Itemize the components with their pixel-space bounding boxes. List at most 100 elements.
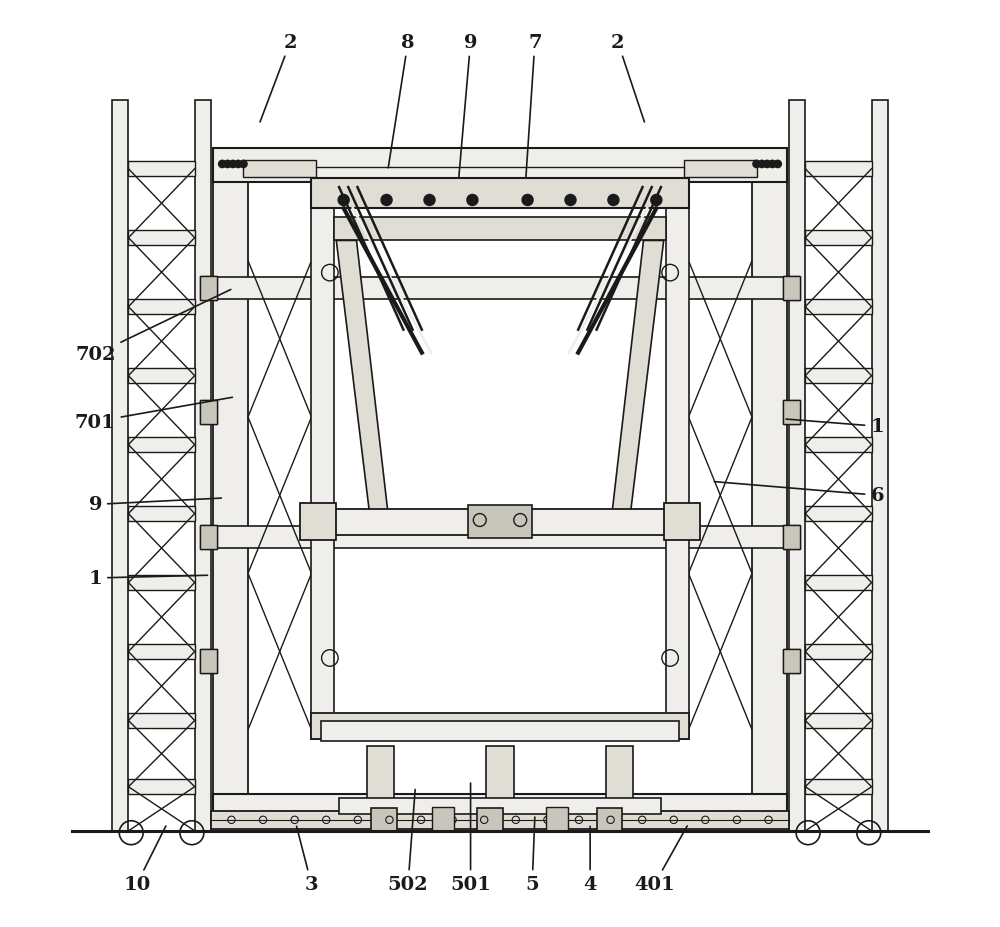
Bar — [606, 746, 633, 802]
Text: 10: 10 — [123, 826, 166, 894]
Text: 3: 3 — [297, 826, 318, 894]
Bar — [597, 808, 622, 831]
Text: 1: 1 — [786, 418, 884, 436]
Circle shape — [522, 196, 533, 207]
Bar — [371, 808, 397, 831]
Bar — [209, 527, 215, 546]
Text: 2: 2 — [611, 33, 644, 122]
Bar — [200, 525, 217, 549]
Bar — [200, 525, 217, 549]
Bar — [783, 277, 800, 301]
Circle shape — [424, 196, 435, 207]
Circle shape — [234, 161, 242, 169]
Text: 502: 502 — [388, 790, 428, 894]
Bar — [128, 438, 195, 452]
Bar — [209, 652, 215, 670]
Text: 7: 7 — [526, 33, 542, 178]
Bar — [311, 714, 689, 739]
Bar — [805, 300, 872, 314]
Bar — [805, 369, 872, 384]
Text: 5: 5 — [525, 818, 539, 894]
Bar — [752, 153, 787, 823]
Text: 702: 702 — [75, 290, 231, 364]
Bar — [477, 808, 503, 831]
Bar — [334, 510, 666, 535]
Bar — [243, 161, 316, 178]
Circle shape — [763, 161, 771, 169]
Bar — [339, 798, 661, 815]
Circle shape — [774, 161, 781, 169]
Polygon shape — [336, 241, 390, 527]
Text: 9: 9 — [89, 496, 221, 514]
Bar — [684, 161, 757, 178]
Bar — [200, 277, 217, 301]
Bar — [805, 162, 872, 177]
Bar — [783, 525, 800, 549]
Bar — [805, 644, 872, 659]
Bar — [200, 649, 217, 673]
Bar — [128, 714, 195, 728]
Text: 501: 501 — [450, 783, 491, 894]
Bar — [195, 101, 211, 831]
Bar — [783, 649, 800, 673]
Bar — [200, 649, 217, 673]
Text: 6: 6 — [714, 482, 884, 504]
Bar — [805, 438, 872, 452]
Bar — [785, 652, 791, 670]
Bar — [783, 525, 800, 549]
Bar — [872, 101, 888, 831]
Text: 2: 2 — [260, 33, 297, 123]
Circle shape — [608, 196, 619, 207]
Bar — [334, 218, 666, 241]
Bar — [789, 101, 805, 831]
Bar — [783, 649, 800, 673]
Bar — [128, 231, 195, 246]
Circle shape — [219, 161, 226, 169]
Bar — [783, 277, 800, 301]
Bar — [783, 401, 800, 425]
Bar — [128, 507, 195, 521]
Bar — [128, 576, 195, 590]
Text: 4: 4 — [583, 826, 597, 894]
Circle shape — [769, 161, 776, 169]
Bar — [321, 720, 679, 741]
Bar — [546, 807, 568, 831]
Circle shape — [381, 196, 392, 207]
Circle shape — [338, 196, 349, 207]
Bar — [213, 526, 787, 548]
Bar — [785, 280, 791, 298]
Circle shape — [753, 161, 760, 169]
Bar — [128, 780, 195, 794]
Bar — [805, 714, 872, 728]
Bar — [805, 576, 872, 590]
Bar — [783, 401, 800, 425]
Bar — [486, 746, 514, 802]
Bar — [213, 794, 787, 823]
Bar — [311, 184, 334, 739]
Bar — [128, 644, 195, 659]
Circle shape — [565, 196, 576, 207]
Bar — [666, 184, 689, 739]
Bar — [200, 401, 217, 425]
Polygon shape — [610, 241, 664, 527]
Circle shape — [229, 161, 237, 169]
Bar — [213, 148, 787, 183]
Circle shape — [651, 196, 662, 207]
Text: 401: 401 — [634, 826, 687, 894]
Circle shape — [240, 161, 247, 169]
Bar — [805, 231, 872, 246]
Bar — [213, 153, 248, 823]
Bar — [209, 404, 215, 422]
Bar — [200, 401, 217, 425]
Bar — [128, 369, 195, 384]
Bar — [805, 780, 872, 794]
Bar — [213, 278, 787, 300]
Bar — [300, 504, 336, 540]
Text: 8: 8 — [388, 33, 415, 169]
Bar — [211, 811, 789, 829]
Bar — [112, 101, 128, 831]
Bar — [432, 807, 454, 831]
Circle shape — [467, 196, 478, 207]
Bar — [805, 507, 872, 521]
Circle shape — [224, 161, 231, 169]
